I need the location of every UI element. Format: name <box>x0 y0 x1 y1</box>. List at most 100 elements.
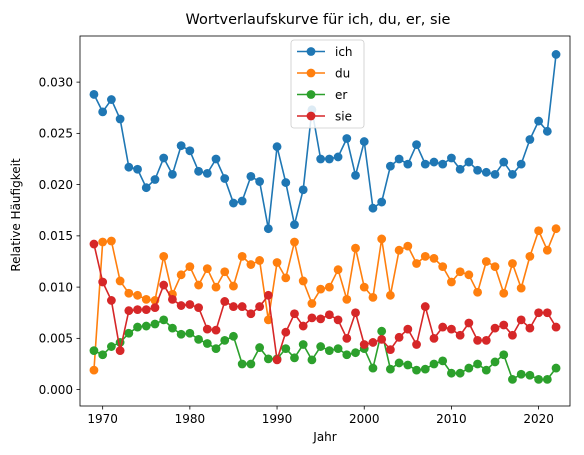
x-tick-label: 2020 <box>523 412 554 426</box>
y-tick-label: 0.025 <box>39 127 73 141</box>
data-point-du <box>202 264 212 274</box>
data-point-sie <box>298 321 308 331</box>
data-point-ich <box>368 203 378 213</box>
data-point-du <box>429 254 439 263</box>
data-point-du <box>237 251 247 261</box>
data-point-er <box>185 328 195 338</box>
data-point-sie <box>220 297 230 306</box>
data-point-du <box>542 245 552 255</box>
data-point-ich <box>420 159 430 169</box>
data-point-sie <box>429 333 439 343</box>
data-point-du <box>316 284 326 294</box>
data-point-ich <box>220 174 230 183</box>
data-point-sie <box>420 302 430 311</box>
data-point-er <box>534 374 544 384</box>
data-point-er <box>490 357 500 367</box>
data-point-er <box>516 369 526 379</box>
legend-item-ich: ich <box>297 45 353 59</box>
data-point-er <box>455 368 465 378</box>
data-point-sie <box>324 310 334 320</box>
x-tick-label: 1980 <box>175 412 206 426</box>
data-point-sie <box>194 303 203 313</box>
data-point-ich <box>455 164 465 174</box>
data-point-ich <box>508 169 517 179</box>
data-point-ich <box>211 154 221 164</box>
x-tick-label: 2010 <box>436 412 467 426</box>
data-point-er <box>168 323 177 333</box>
data-point-du <box>220 267 230 277</box>
data-point-ich <box>202 168 212 178</box>
data-point-du <box>447 277 456 287</box>
data-point-du <box>351 243 360 253</box>
data-point-ich <box>394 154 404 164</box>
data-point-er <box>150 319 160 329</box>
data-point-er <box>525 370 535 380</box>
y-tick-label: 0.030 <box>39 75 73 89</box>
data-point-du <box>324 282 334 292</box>
data-point-sie <box>542 308 552 318</box>
data-point-du <box>464 270 474 280</box>
data-point-sie <box>368 338 378 347</box>
data-point-er <box>281 344 291 353</box>
data-point-ich <box>377 197 387 207</box>
data-point-ich <box>194 166 203 176</box>
data-point-du <box>534 226 544 236</box>
data-point-ich <box>141 183 151 193</box>
data-point-sie <box>342 333 352 343</box>
legend-label: ich <box>335 45 353 59</box>
data-point-du <box>499 288 509 298</box>
data-point-er <box>176 329 186 339</box>
data-point-sie <box>385 345 395 355</box>
data-point-sie <box>464 318 474 328</box>
data-point-sie <box>534 308 544 318</box>
data-point-ich <box>237 196 247 206</box>
data-point-ich <box>324 154 334 164</box>
data-point-ich <box>429 157 439 167</box>
data-point-er <box>202 339 212 348</box>
data-point-ich <box>133 164 142 174</box>
data-point-sie <box>377 334 387 344</box>
data-point-du <box>115 276 125 286</box>
data-point-du <box>141 295 151 304</box>
data-point-er <box>542 374 552 384</box>
data-point-du <box>124 288 134 298</box>
data-point-ich <box>499 157 509 167</box>
data-point-du <box>229 281 238 291</box>
data-point-ich <box>542 126 552 136</box>
data-point-du <box>525 251 535 261</box>
legend-marker <box>306 68 316 78</box>
data-point-sie <box>281 327 291 337</box>
data-point-er <box>508 374 517 384</box>
data-point-er <box>133 322 142 332</box>
data-point-er <box>124 328 134 338</box>
data-point-ich <box>342 134 352 143</box>
data-point-sie <box>89 239 99 249</box>
data-point-er <box>447 368 456 378</box>
data-point-sie <box>115 346 125 356</box>
legend-label: sie <box>335 110 352 124</box>
legend-item-du: du <box>297 67 350 81</box>
data-point-ich <box>333 152 343 162</box>
series-line-du <box>93 228 557 371</box>
legend: ich du er sie <box>290 39 365 129</box>
data-point-du <box>106 236 116 246</box>
data-point-ich <box>551 50 561 59</box>
data-point-er <box>290 353 299 363</box>
data-point-ich <box>385 161 395 171</box>
data-point-er <box>351 348 360 358</box>
data-point-er <box>464 363 474 373</box>
legend-label: du <box>335 67 350 81</box>
data-point-ich <box>403 159 413 169</box>
y-tick-label: 0.005 <box>39 332 73 346</box>
data-point-ich <box>534 116 544 126</box>
data-point-sie <box>403 324 413 334</box>
data-point-sie <box>481 336 491 345</box>
data-point-er <box>481 365 491 375</box>
data-point-ich <box>185 146 195 156</box>
data-point-sie <box>447 324 456 334</box>
data-point-er <box>551 363 561 373</box>
data-point-du <box>307 299 317 308</box>
data-point-ich <box>490 169 500 179</box>
data-point-du <box>194 280 203 290</box>
data-point-ich <box>447 153 456 163</box>
